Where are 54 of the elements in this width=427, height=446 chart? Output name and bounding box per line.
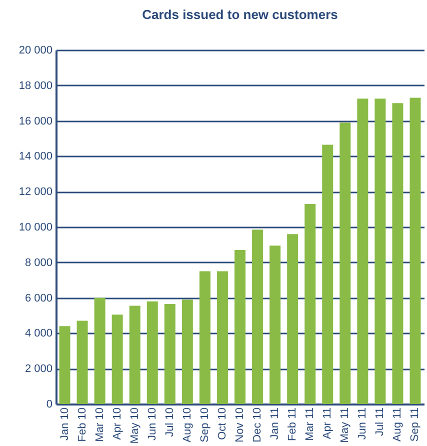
bar: [304, 204, 316, 404]
bar: [270, 246, 281, 404]
bar: [216, 271, 228, 404]
bar: [199, 271, 210, 404]
x-tick-label: Nov 10: [234, 408, 246, 442]
x-tick-label: Mar 11: [304, 408, 316, 441]
bar: [59, 326, 70, 404]
x-tick-label: Dec 10: [252, 408, 264, 442]
x-tick-label: Jan 11: [269, 408, 282, 440]
y-tick-label: 16 000: [18, 115, 52, 128]
bar: [234, 250, 246, 404]
x-tick-label: Mar 10: [94, 408, 106, 442]
x-tick-label: Apr 11: [322, 408, 334, 440]
y-tick-label: 10 000: [18, 222, 52, 234]
x-tick-label: Apr 10: [111, 408, 124, 440]
x-tick-label: May 10: [128, 408, 141, 444]
y-tick-label: 6 000: [24, 292, 52, 304]
x-tick-label: Jun 11: [356, 408, 369, 440]
y-tick-label: 12 000: [18, 186, 52, 198]
x-tick-label: Jun 10: [146, 408, 158, 441]
bar: [392, 103, 404, 404]
x-tick-label: May 11: [339, 408, 352, 443]
bar: [322, 144, 334, 404]
bar: [129, 306, 140, 404]
y-tick-label: 2 000: [24, 363, 52, 376]
y-tick-label: 14 000: [18, 150, 52, 163]
bar: [374, 98, 386, 404]
bar: [146, 301, 158, 404]
bar: [164, 304, 176, 404]
x-tick-label: Jul 10: [164, 408, 176, 437]
bar: [357, 98, 368, 404]
x-tick-label: Sep 11: [409, 408, 422, 442]
bar: [94, 298, 106, 404]
x-tick-label: Feb 10: [76, 408, 88, 442]
chart-title: Cards issued to new customers: [142, 7, 338, 22]
y-tick-label: 4 000: [24, 328, 52, 340]
bar: [252, 230, 264, 404]
y-tick-label: 20 000: [18, 44, 52, 56]
bar: [76, 320, 88, 404]
x-tick-label: Aug 10: [181, 408, 194, 442]
y-tick-label: 18 000: [18, 80, 52, 92]
x-tick-label: Feb 11: [286, 408, 299, 441]
bar: [287, 234, 298, 404]
x-tick-label: Aug 11: [392, 408, 404, 442]
bar: [182, 300, 193, 404]
x-tick-label: Sep 10: [198, 408, 211, 442]
x-tick-label: Jul 11: [374, 408, 386, 436]
bar: [112, 314, 123, 404]
x-tick-label: Jan 10: [58, 408, 71, 441]
y-tick-label: 0: [46, 398, 52, 410]
bar: [410, 98, 421, 404]
y-tick-label: 8 000: [24, 256, 52, 269]
bar: [340, 122, 351, 404]
x-tick-label: Oct 10: [216, 408, 228, 440]
